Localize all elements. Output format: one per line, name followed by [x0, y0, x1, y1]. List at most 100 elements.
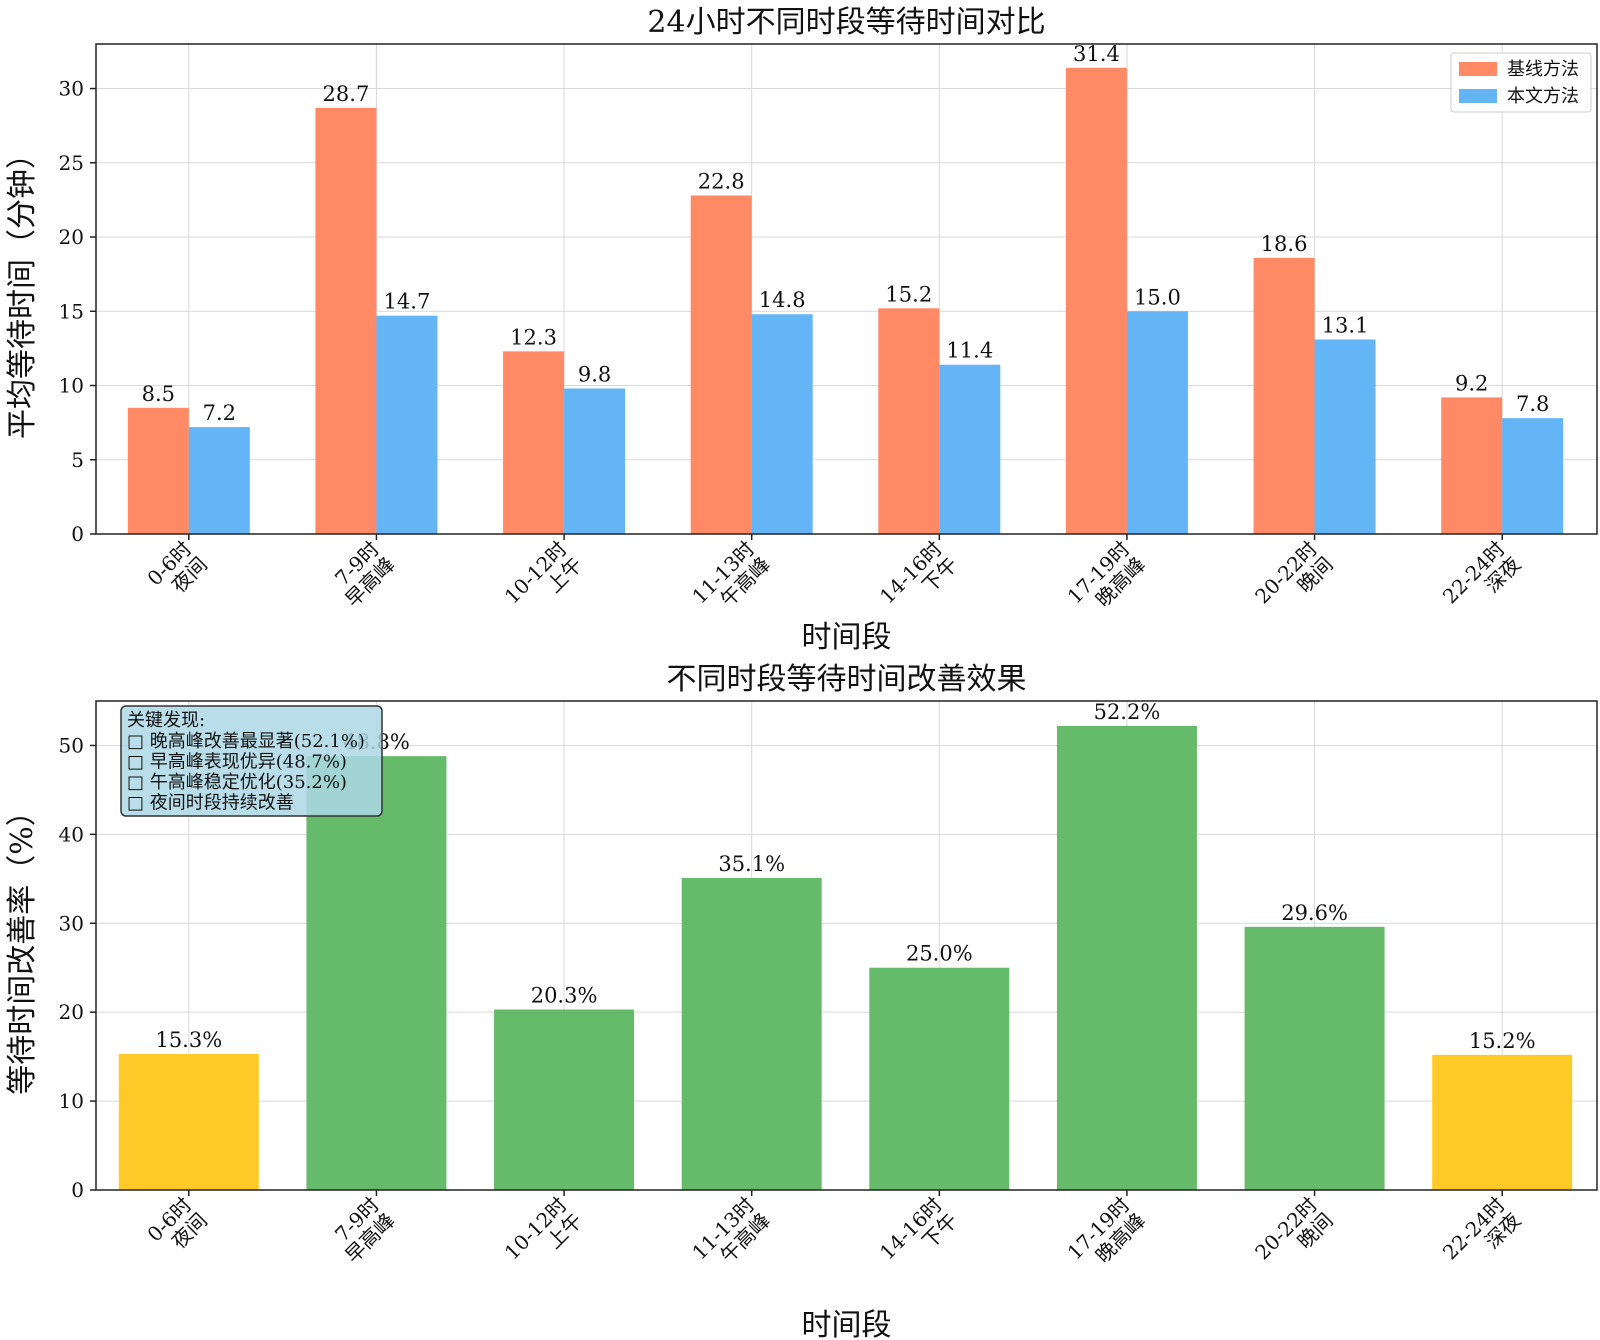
bar-improvement: [1244, 926, 1385, 1190]
data-label: 52.2%: [1094, 700, 1161, 724]
key-finding-item: □ 早高峰表现优异(48.7%): [127, 752, 347, 773]
key-finding-item: □ 夜间时段持续改善: [127, 793, 294, 814]
y-tick-label: 30: [59, 911, 84, 935]
y-axis-label: 等待时间改善率（%）: [5, 796, 40, 1095]
chart-title: 不同时段等待时间改善效果: [667, 662, 1027, 697]
plot-frame: [95, 43, 1598, 535]
bar-improvement: [118, 1053, 259, 1190]
data-label: 15.2: [885, 282, 932, 306]
y-tick-label: 50: [59, 733, 84, 757]
y-tick-label: 40: [59, 822, 84, 846]
data-label: 29.6%: [1281, 901, 1348, 925]
bar-baseline: [690, 195, 752, 535]
y-tick-label: 10: [59, 1089, 84, 1113]
y-tick-label: 10: [59, 374, 84, 398]
bar-proposed: [188, 427, 250, 534]
data-label: 31.4: [1073, 42, 1120, 66]
bar-improvement: [869, 967, 1010, 1190]
data-label: 25.0%: [906, 942, 973, 966]
key-finding-item: □ 午高峰稳定优化(35.2%): [127, 772, 347, 793]
data-label: 15.3%: [155, 1028, 222, 1052]
bar-improvement: [494, 1009, 635, 1190]
data-label: 12.3: [510, 325, 557, 349]
plot-frame: [95, 700, 1598, 1191]
key-findings-frame: [120, 705, 383, 817]
x-axis-label: 时间段: [802, 1308, 892, 1340]
bar-baseline: [878, 308, 940, 534]
y-tick-label: 5: [71, 448, 84, 472]
bar-baseline: [1065, 67, 1127, 535]
y-tick-label: 15: [59, 299, 84, 323]
bar-proposed: [939, 364, 1001, 534]
data-label: 7.8: [1516, 392, 1549, 416]
y-tick-label: 20: [59, 225, 84, 249]
legend-swatch: [1459, 62, 1497, 76]
data-label: 14.7: [384, 290, 431, 314]
data-label: 22.8: [698, 169, 745, 193]
data-label: 14.8: [759, 288, 806, 312]
key-findings-box: 关键发现:□ 晚高峰改善最显著(52.1%)□ 早高峰表现优异(48.7%)□ …: [120, 705, 383, 817]
bar-baseline: [315, 107, 377, 535]
y-axis-label: 平均等待时间（分钟）: [5, 139, 40, 439]
data-label: 9.8: [578, 362, 611, 386]
bar-proposed: [1502, 418, 1564, 534]
bar-baseline: [1253, 257, 1315, 534]
data-label: 20.3%: [531, 984, 598, 1008]
data-label: 15.2%: [1469, 1029, 1536, 1053]
data-label: 9.2: [1455, 371, 1488, 395]
data-label: 15.0: [1134, 285, 1181, 309]
bar-baseline: [1441, 397, 1503, 534]
data-label: 35.1%: [718, 852, 785, 876]
legend-swatch: [1459, 89, 1497, 103]
y-tick-label: 0: [71, 1178, 84, 1202]
bar-proposed: [1314, 339, 1376, 534]
bar-proposed: [1126, 311, 1188, 534]
data-label: 13.1: [1322, 313, 1369, 337]
data-label: 18.6: [1261, 232, 1308, 256]
key-finding-item: □ 晚高峰改善最显著(52.1%): [127, 731, 365, 752]
bar-improvement: [1056, 725, 1197, 1190]
bar-baseline: [503, 351, 565, 534]
y-tick-label: 30: [59, 77, 84, 101]
bar-proposed: [751, 314, 813, 534]
y-tick-label: 0: [71, 522, 84, 546]
x-axis-label: 时间段: [802, 620, 892, 655]
bar-proposed: [564, 388, 626, 534]
bar-improvement: [306, 756, 447, 1190]
bar-improvement: [1432, 1054, 1573, 1190]
data-label: 8.5: [142, 382, 175, 406]
key-findings-title: 关键发现:: [127, 710, 205, 731]
data-label: 7.2: [203, 401, 236, 425]
data-label: 28.7: [323, 82, 370, 106]
legend-label: 本文方法: [1507, 86, 1579, 107]
data-label: 11.4: [946, 339, 993, 363]
bar-proposed: [376, 315, 438, 534]
chart-title: 24小时不同时段等待时间对比: [647, 5, 1045, 40]
bar-improvement: [681, 877, 822, 1190]
legend-label: 基线方法: [1507, 59, 1579, 80]
bar-baseline: [127, 407, 189, 534]
y-tick-label: 25: [59, 151, 84, 175]
y-tick-label: 20: [59, 1000, 84, 1024]
